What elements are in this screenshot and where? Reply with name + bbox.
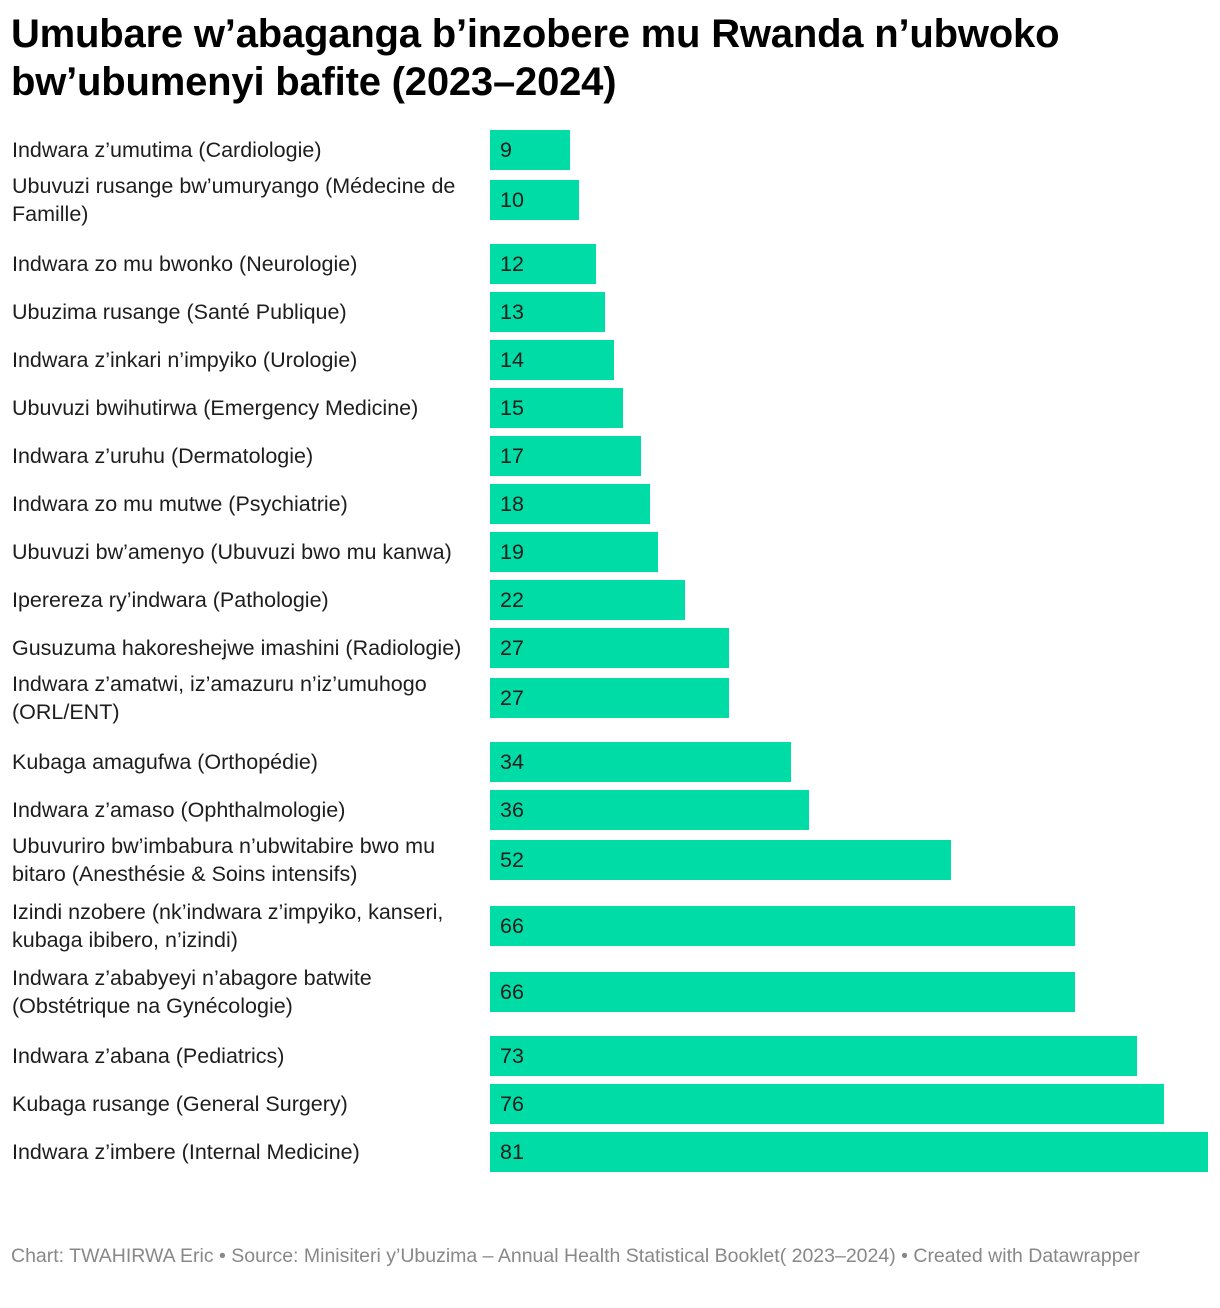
bar [490, 292, 605, 332]
bar [490, 436, 641, 476]
bar-value-label: 52 [500, 847, 524, 872]
bar-value-label: 17 [500, 443, 524, 468]
bar-value-label: 13 [500, 299, 524, 324]
bar [490, 628, 729, 668]
bar [490, 130, 570, 170]
bar [490, 388, 623, 428]
category-label: Gusuzuma hakoreshejwe imashini (Radiolog… [12, 636, 462, 660]
category-label: Ubuvuzi bwihutirwa (Emergency Medicine) [12, 396, 419, 420]
bar [490, 972, 1075, 1012]
category-label: Indwara z’inkari n’impyiko (Urologie) [12, 348, 358, 372]
bar-value-label: 76 [500, 1091, 524, 1116]
bar [490, 340, 614, 380]
category-label: Indwara zo mu bwonko (Neurologie) [12, 252, 358, 276]
category-label: Izindi nzobere (nk’indwara z’impyiko, ka… [12, 900, 444, 952]
bar [490, 180, 579, 220]
category-label: Indwara z’amaso (Ophthalmologie) [12, 798, 346, 822]
bar-value-label: 15 [500, 395, 524, 420]
category-label: Ubuvuzi bw’amenyo (Ubuvuzi bwo mu kanwa) [12, 540, 452, 564]
category-label: Kubaga amagufwa (Orthopédie) [12, 750, 318, 774]
bar [490, 790, 809, 830]
bar [490, 532, 658, 572]
bar [490, 484, 650, 524]
bar-value-label: 81 [500, 1139, 524, 1164]
bar-value-label: 73 [500, 1043, 524, 1068]
category-label: Iperereza ry’indwara (Pathologie) [12, 588, 329, 612]
category-label: Indwara z’uruhu (Dermatologie) [12, 444, 314, 468]
category-label: Ubuvuzi rusange bw’umuryango (Médecine d… [12, 174, 456, 226]
bar [490, 742, 791, 782]
category-label: Indwara z’ababyeyi n’abagore batwite (Ob… [12, 966, 372, 1018]
category-label: Indwara zo mu mutwe (Psychiatrie) [12, 492, 348, 516]
bar-value-label: 12 [500, 251, 524, 276]
bar [490, 1036, 1137, 1076]
bar-value-label: 36 [500, 797, 524, 822]
bar-value-label: 14 [500, 347, 524, 372]
bar-value-label: 34 [500, 749, 524, 774]
bar-value-label: 18 [500, 491, 524, 516]
bar [490, 1132, 1208, 1172]
category-label: Kubaga rusange (General Surgery) [12, 1092, 348, 1116]
bar [490, 906, 1075, 946]
bar [490, 580, 685, 620]
chart-footer: Chart: TWAHIRWA Eric • Source: Minisiter… [11, 1245, 1140, 1267]
bar [490, 1084, 1164, 1124]
bar-value-label: 66 [500, 979, 524, 1004]
bar-value-label: 22 [500, 587, 524, 612]
category-label: Indwara z’imbere (Internal Medicine) [12, 1140, 360, 1164]
category-label: Indwara z’abana (Pediatrics) [12, 1044, 285, 1068]
chart-title: Umubare w’abaganga b’inzobere mu Rwanda … [11, 12, 1060, 104]
bar [490, 678, 729, 718]
bar-value-label: 27 [500, 685, 524, 710]
category-label: Indwara z’amatwi, iz’amazuru n’iz’umuhog… [12, 672, 427, 724]
bar-value-label: 66 [500, 913, 524, 938]
bar-value-label: 27 [500, 635, 524, 660]
bar [490, 244, 596, 284]
bar [490, 840, 951, 880]
category-label: Indwara z’umutima (Cardiologie) [12, 138, 322, 162]
bar-value-label: 19 [500, 539, 524, 564]
bar-value-label: 10 [500, 187, 524, 212]
bar-value-label: 9 [500, 137, 512, 162]
category-label: Ubuvuriro bw’imbabura n’ubwitabire bwo m… [12, 834, 436, 886]
category-label: Ubuzima rusange (Santé Publique) [12, 300, 347, 324]
